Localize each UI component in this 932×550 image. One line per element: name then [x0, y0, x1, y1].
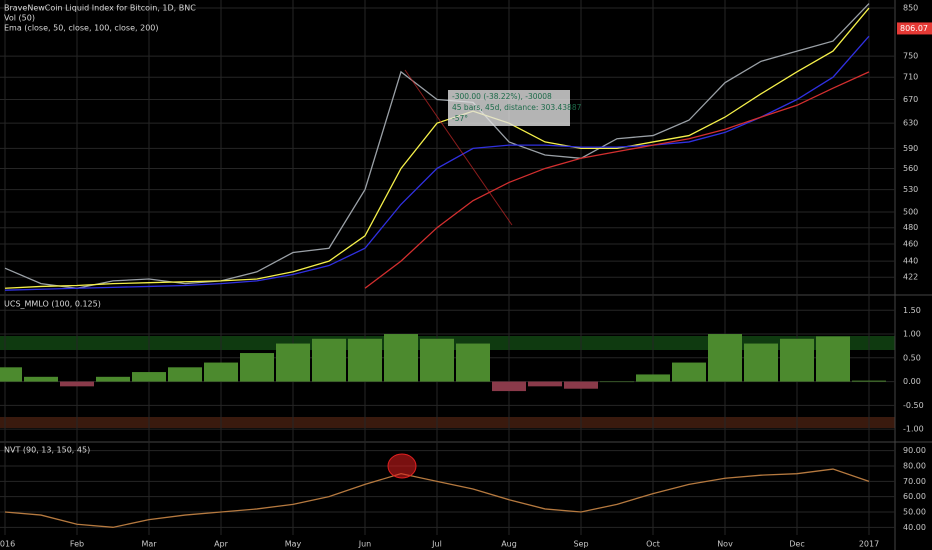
bar	[348, 338, 382, 382]
x-tick-label: Mar	[141, 540, 157, 549]
highlight-circle	[387, 453, 417, 479]
trend-line	[404, 69, 513, 226]
bar	[420, 338, 454, 382]
x-tick-label: 2017	[859, 540, 879, 549]
y-tick-label: 0.00	[903, 377, 921, 386]
y-tick-label: 590	[903, 144, 918, 153]
bar	[744, 343, 778, 382]
y-tick-label: 422	[903, 273, 918, 282]
x-tick-label: May	[285, 540, 302, 549]
y-tick-label: 480	[903, 223, 918, 232]
y-tick-label: 670	[903, 95, 918, 104]
tooltip-box	[448, 90, 570, 126]
y-tick-label: -1.00	[903, 425, 924, 434]
last-price-label: 806.07	[900, 24, 928, 33]
bar	[240, 353, 274, 382]
x-tick-label: 2016	[0, 540, 15, 549]
ema-label: Ema (close, 50, close, 100, close, 200)	[4, 24, 159, 33]
tooltip-line: -57°	[452, 114, 468, 123]
y-tick-label: 750	[903, 52, 918, 61]
bar	[168, 367, 202, 382]
bar	[564, 381, 598, 389]
tooltip-line: 45 bars, 45d, distance: 303.43887	[452, 103, 582, 112]
bar	[132, 372, 166, 382]
bar	[780, 338, 814, 382]
y-tick-label: 1.50	[903, 306, 921, 315]
y-tick-label: 460	[903, 240, 918, 249]
bar	[600, 381, 634, 383]
bar	[24, 376, 58, 382]
y-tick-label: 90.00	[903, 446, 926, 455]
series-line	[4, 7, 870, 289]
y-tick-label: 70.00	[903, 477, 926, 486]
last-price-tag	[897, 22, 932, 35]
x-tick-label: Jul	[431, 540, 442, 549]
y-tick-label: 530	[903, 185, 918, 194]
y-tick-label: 80.00	[903, 462, 926, 471]
series-line	[4, 35, 870, 291]
bar	[0, 367, 22, 382]
tooltip-line: -300.00 (-38.22%), -30008	[452, 92, 552, 101]
bar	[708, 334, 742, 382]
volume-label: Vol (50)	[4, 14, 35, 23]
oversold-band	[0, 417, 895, 428]
x-tick-label: Apr	[214, 540, 229, 549]
y-tick-label: 500	[903, 208, 918, 217]
bar	[528, 381, 562, 387]
series-line	[364, 71, 870, 289]
series-line	[4, 468, 870, 528]
bar	[852, 380, 886, 382]
y-tick-label: 850	[903, 4, 918, 13]
y-tick-label: 560	[903, 164, 918, 173]
y-tick-label: -0.50	[903, 401, 924, 410]
y-tick-label: 50.00	[903, 508, 926, 517]
bar	[312, 338, 346, 382]
bar	[384, 334, 418, 382]
y-tick-label: 1.00	[903, 330, 921, 339]
x-tick-label: Oct	[646, 540, 660, 549]
series-line	[4, 3, 870, 289]
y-tick-label: 60.00	[903, 492, 926, 501]
bar	[672, 362, 706, 382]
bar	[96, 376, 130, 382]
y-tick-label: 40.00	[903, 523, 926, 532]
x-tick-label: Nov	[717, 540, 733, 549]
y-tick-label: 630	[903, 119, 918, 128]
bar	[492, 381, 526, 392]
y-tick-label: 440	[903, 257, 918, 266]
bar	[456, 343, 490, 382]
x-tick-label: Dec	[789, 540, 804, 549]
y-tick-label: 710	[903, 73, 918, 82]
bar	[816, 336, 850, 382]
x-tick-label: Aug	[501, 540, 517, 549]
x-tick-label: Sep	[573, 540, 588, 549]
x-tick-label: Jun	[358, 540, 372, 549]
bar	[276, 343, 310, 382]
bar	[60, 381, 94, 387]
bar	[636, 374, 670, 382]
oscillator-title: UCS_MMLO (100, 0.125)	[4, 300, 101, 309]
x-tick-label: Feb	[70, 540, 84, 549]
bar	[204, 362, 238, 382]
chart-title: BraveNewCoin Liquid Index for Bitcoin, 1…	[4, 4, 196, 13]
nvt-title: NVT (90, 13, 150, 45)	[4, 446, 90, 455]
y-tick-label: 0.50	[903, 353, 921, 362]
